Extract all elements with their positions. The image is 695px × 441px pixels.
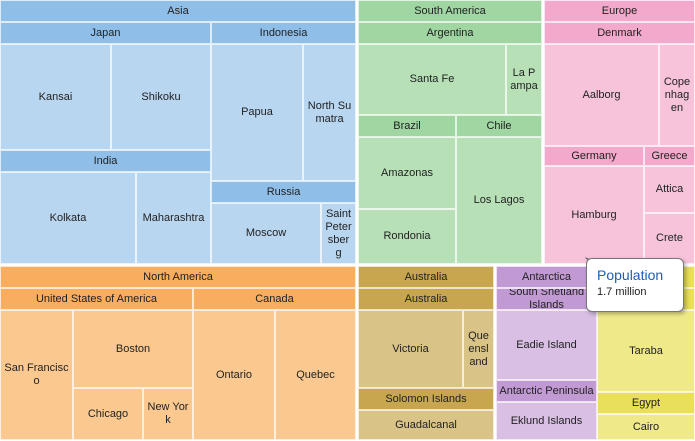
cell: Shikoku xyxy=(111,44,211,150)
cell: Moscow xyxy=(211,203,321,264)
cell: Amazonas xyxy=(358,137,456,209)
cell: Crete xyxy=(644,213,695,264)
cell: Santa Fe xyxy=(358,44,506,115)
cell: San Francisco xyxy=(0,310,73,440)
region-header: Europe xyxy=(544,0,695,22)
cell: Chicago xyxy=(73,388,143,440)
cell: Kansai xyxy=(0,44,111,150)
region-header: Antarctica xyxy=(496,266,597,288)
group-header: Denmark xyxy=(544,22,695,44)
cell: Ontario xyxy=(193,310,275,440)
cell: Eklund Islands xyxy=(496,402,597,440)
group-header: Australia xyxy=(358,288,494,310)
region-header: South America xyxy=(358,0,542,22)
cell: Guadalcanal xyxy=(358,410,494,440)
tooltip-title: Population xyxy=(597,267,664,283)
group-header: Germany xyxy=(544,146,644,166)
cell: Quebec xyxy=(275,310,356,440)
cell: Kolkata xyxy=(0,172,136,264)
cell: Papua xyxy=(211,44,303,181)
cell: New York xyxy=(143,388,193,440)
tooltip-value: 1.7 million xyxy=(597,286,647,298)
group-header: Chile xyxy=(456,115,542,137)
group-header: Egypt xyxy=(597,392,695,414)
cell: Aalborg xyxy=(544,44,659,146)
cell: La Pampa xyxy=(506,44,542,115)
cell: Cairo xyxy=(597,414,695,440)
group-header: Argentina xyxy=(358,22,542,44)
tooltip: Population 1.7 million xyxy=(586,258,684,312)
cell: Attica xyxy=(644,166,695,213)
cell: Rondonia xyxy=(358,209,456,264)
cell: Taraba xyxy=(597,310,695,392)
cell: Hamburg xyxy=(544,166,644,264)
region-header: Australia xyxy=(358,266,494,288)
region-header: North America xyxy=(0,266,356,288)
cell: North Sumatra xyxy=(303,44,356,181)
group-header: India xyxy=(0,150,211,172)
cell: Boston xyxy=(73,310,193,388)
cell: Queensland xyxy=(463,310,494,388)
group-header: United States of America xyxy=(0,288,193,310)
cell: Los Lagos xyxy=(456,137,542,264)
group-header: Brazil xyxy=(358,115,456,137)
group-header: Indonesia xyxy=(211,22,356,44)
cell: Victoria xyxy=(358,310,463,388)
group-header: Antarctic Peninsula xyxy=(496,380,597,402)
cell: Copenhagen xyxy=(659,44,695,146)
group-header: South Shetland Islands xyxy=(496,288,597,310)
group-header: Russia xyxy=(211,181,356,203)
cell: Eadie Island xyxy=(496,310,597,380)
group-header: Canada xyxy=(193,288,356,310)
cell: Saint Petersberg xyxy=(321,203,356,264)
cell: Maharashtra xyxy=(136,172,211,264)
group-header: Solomon Islands xyxy=(358,388,494,410)
region-header: Asia xyxy=(0,0,356,22)
group-header: Greece xyxy=(644,146,695,166)
group-header: Japan xyxy=(0,22,211,44)
